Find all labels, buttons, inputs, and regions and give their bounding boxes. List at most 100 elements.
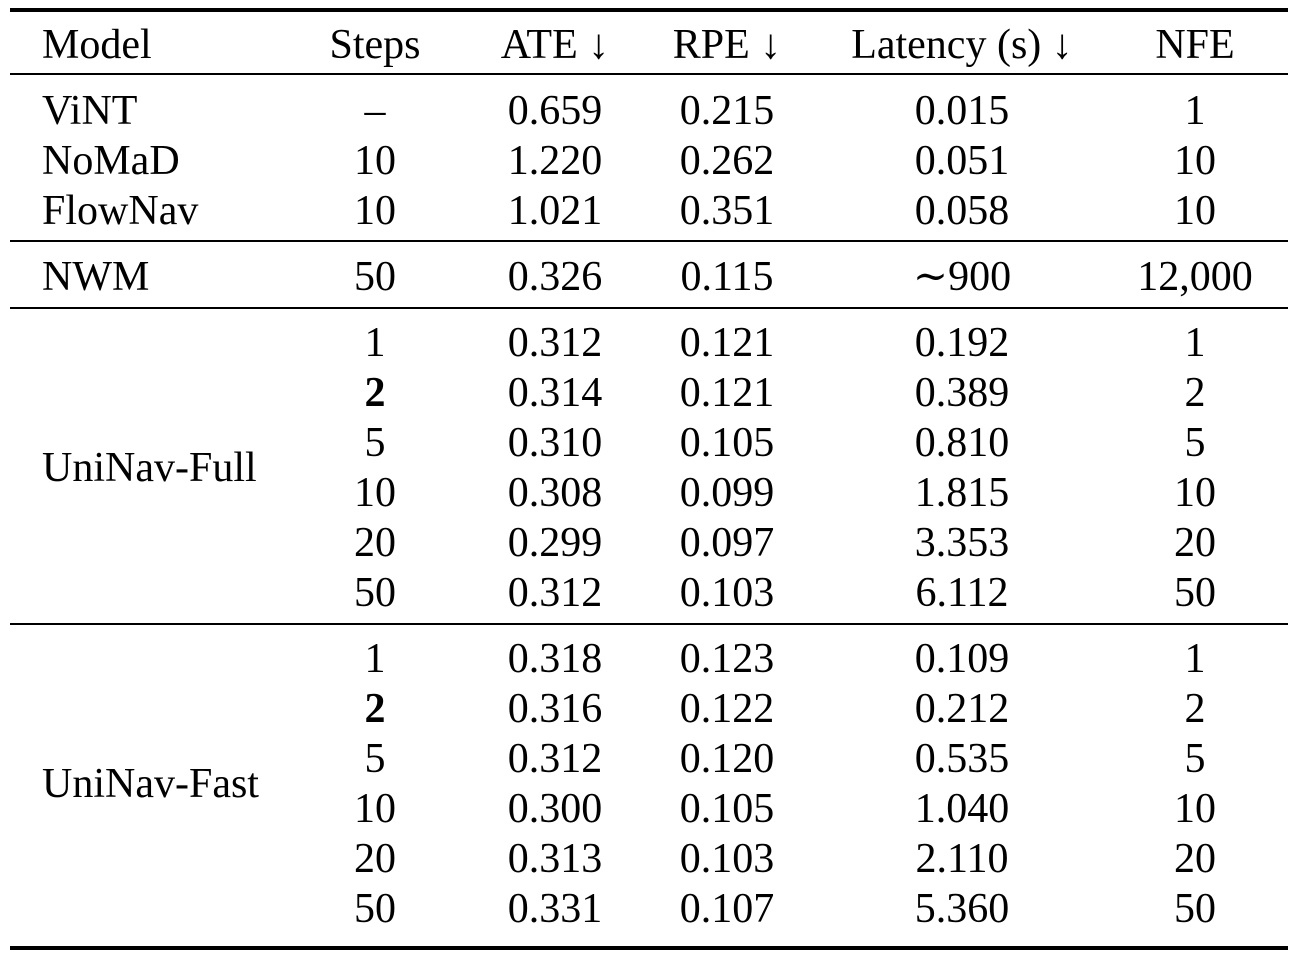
- nfe-cell: 5: [1184, 736, 1206, 782]
- header-latency: Latency (s) ↓: [851, 22, 1073, 68]
- latency-cell: 0.535: [914, 736, 1010, 782]
- steps-cell: 2: [364, 370, 386, 416]
- rpe-cell: 0.105: [679, 420, 775, 466]
- nfe-cell: 12,000: [1137, 254, 1253, 300]
- nfe-cell: 2: [1184, 370, 1206, 416]
- steps-cell: 5: [364, 420, 386, 466]
- ate-cell: 0.318: [507, 636, 603, 682]
- ate-cell: 1.220: [507, 138, 603, 184]
- ate-cell: 0.310: [507, 420, 603, 466]
- model-cell: NWM: [42, 254, 150, 300]
- table-row: NoMaD 10 1.220 0.262 0.051 10: [10, 136, 1288, 186]
- section-rule: [10, 623, 1288, 625]
- latency-cell: ∼900: [912, 254, 1012, 300]
- steps-cell: 10: [354, 188, 396, 234]
- ate-cell: 0.316: [507, 686, 603, 732]
- nfe-cell: 1: [1184, 320, 1206, 366]
- steps-cell: 20: [354, 836, 396, 882]
- rpe-cell: 0.121: [679, 370, 775, 416]
- nfe-cell: 1: [1184, 636, 1206, 682]
- steps-cell: 50: [354, 254, 396, 300]
- steps-cell: 10: [354, 786, 396, 832]
- group-label: UniNav-Full: [42, 445, 257, 491]
- table-row: 50 0.312 0.103 6.112 50: [10, 568, 1288, 618]
- nfe-cell: 20: [1174, 520, 1216, 566]
- latency-cell: 5.360: [914, 886, 1010, 932]
- latency-cell: 0.192: [914, 320, 1010, 366]
- steps-cell: 50: [354, 886, 396, 932]
- steps-cell: –: [364, 88, 386, 134]
- steps-cell: 2: [364, 686, 386, 732]
- ate-cell: 0.314: [507, 370, 603, 416]
- top-rule: [10, 8, 1288, 12]
- table-row: 5 0.310 0.105 0.810 5: [10, 418, 1288, 468]
- nfe-cell: 10: [1174, 188, 1216, 234]
- nfe-cell: 5: [1184, 420, 1206, 466]
- table-row: 10 0.300 0.105 1.040 10: [10, 784, 1288, 834]
- table-row: 1 0.312 0.121 0.192 1: [10, 318, 1288, 368]
- table-row: 20 0.299 0.097 3.353 20: [10, 518, 1288, 568]
- latency-cell: 0.212: [914, 686, 1010, 732]
- ate-cell: 0.659: [507, 88, 603, 134]
- header-model: Model: [42, 22, 152, 68]
- table-row: 1 0.318 0.123 0.109 1: [10, 634, 1288, 684]
- header-rpe: RPE ↓: [672, 22, 782, 68]
- ate-cell: 0.299: [507, 520, 603, 566]
- rpe-cell: 0.215: [679, 88, 775, 134]
- table-row: 50 0.331 0.107 5.360 50: [10, 884, 1288, 934]
- latency-cell: 0.058: [914, 188, 1010, 234]
- latency-cell: 2.110: [915, 836, 1009, 882]
- section-rule: [10, 240, 1288, 242]
- header-steps: Steps: [329, 22, 421, 68]
- rpe-cell: 0.097: [679, 520, 775, 566]
- rpe-cell: 0.123: [679, 636, 775, 682]
- ate-cell: 0.308: [507, 470, 603, 516]
- ate-cell: 0.313: [507, 836, 603, 882]
- steps-cell: 1: [364, 320, 386, 366]
- steps-cell: 5: [364, 736, 386, 782]
- steps-cell: 10: [354, 470, 396, 516]
- rpe-cell: 0.351: [679, 188, 775, 234]
- section-rule: [10, 307, 1288, 309]
- model-cell: ViNT: [42, 88, 138, 134]
- model-cell: FlowNav: [42, 188, 199, 234]
- rpe-cell: 0.122: [679, 686, 775, 732]
- latency-cell: 1.040: [914, 786, 1010, 832]
- header-nfe: NFE: [1155, 22, 1235, 68]
- nfe-cell: 1: [1184, 88, 1206, 134]
- rpe-cell: 0.121: [679, 320, 775, 366]
- table-row: 2 0.314 0.121 0.389 2: [10, 368, 1288, 418]
- table-row: 5 0.312 0.120 0.535 5: [10, 734, 1288, 784]
- rpe-cell: 0.105: [679, 786, 775, 832]
- rpe-cell: 0.120: [679, 736, 775, 782]
- ate-cell: 0.326: [507, 254, 603, 300]
- nfe-cell: 10: [1174, 470, 1216, 516]
- table-row: 2 0.316 0.122 0.212 2: [10, 684, 1288, 734]
- header-ate: ATE ↓: [500, 22, 610, 68]
- steps-cell: 1: [364, 636, 386, 682]
- ate-cell: 1.021: [507, 188, 603, 234]
- nfe-cell: 20: [1174, 836, 1216, 882]
- rpe-cell: 0.107: [679, 886, 775, 932]
- ate-cell: 0.312: [507, 736, 603, 782]
- model-cell: NoMaD: [42, 138, 180, 184]
- latency-cell: 0.109: [914, 636, 1010, 682]
- nfe-cell: 2: [1184, 686, 1206, 732]
- table-row: 10 0.308 0.099 1.815 10: [10, 468, 1288, 518]
- latency-cell: 1.815: [914, 470, 1010, 516]
- latency-cell: 6.112: [915, 570, 1009, 616]
- steps-cell: 20: [354, 520, 396, 566]
- table-row: ViNT – 0.659 0.215 0.015 1: [10, 86, 1288, 136]
- table-row: 20 0.313 0.103 2.110 20: [10, 834, 1288, 884]
- table-row: FlowNav 10 1.021 0.351 0.058 10: [10, 186, 1288, 236]
- latency-cell: 0.051: [914, 138, 1010, 184]
- nfe-cell: 10: [1174, 786, 1216, 832]
- nfe-cell: 50: [1174, 886, 1216, 932]
- bottom-rule: [10, 946, 1288, 950]
- steps-cell: 50: [354, 570, 396, 616]
- rpe-cell: 0.103: [679, 836, 775, 882]
- ate-cell: 0.300: [507, 786, 603, 832]
- steps-cell: 10: [354, 138, 396, 184]
- latency-cell: 0.810: [914, 420, 1010, 466]
- group-label: UniNav-Fast: [42, 761, 259, 807]
